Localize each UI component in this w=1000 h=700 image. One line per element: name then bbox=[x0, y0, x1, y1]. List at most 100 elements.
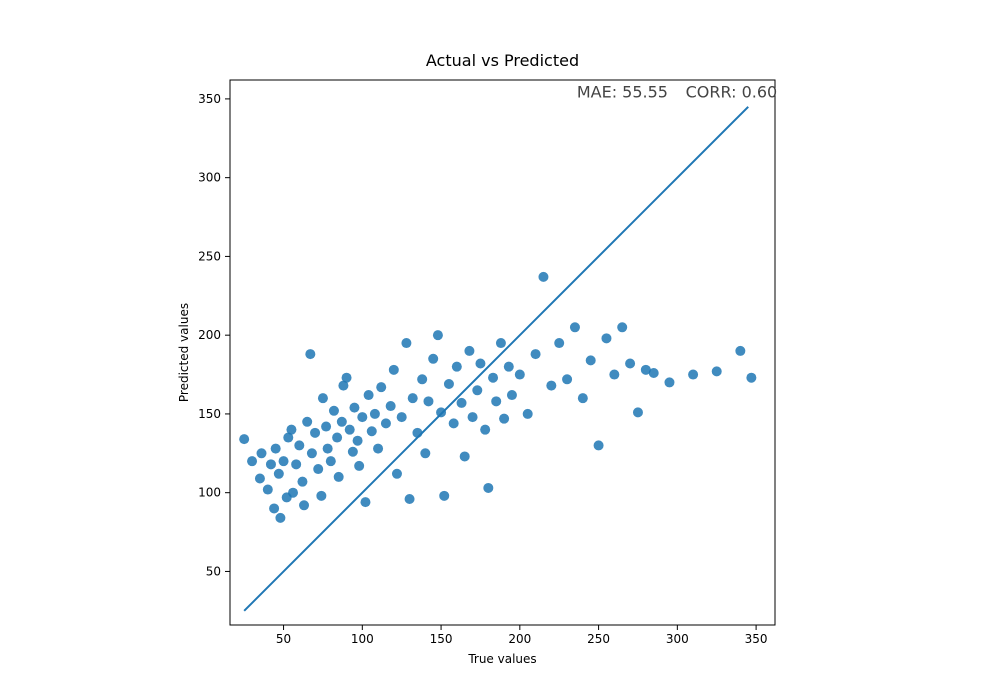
x-tick-label: 50 bbox=[276, 632, 291, 646]
data-point bbox=[428, 354, 438, 364]
data-point bbox=[291, 459, 301, 469]
data-point bbox=[349, 403, 359, 413]
data-point bbox=[307, 448, 317, 458]
data-point bbox=[354, 461, 364, 471]
data-point bbox=[507, 390, 517, 400]
data-point bbox=[288, 488, 298, 498]
chart-container: 5010015020025030035050100150200250300350… bbox=[0, 0, 1000, 700]
data-point bbox=[617, 322, 627, 332]
data-point bbox=[504, 362, 514, 372]
data-point bbox=[370, 409, 380, 419]
data-point bbox=[664, 377, 674, 387]
data-point bbox=[323, 444, 333, 454]
y-tick-label: 150 bbox=[198, 407, 221, 421]
data-point bbox=[305, 349, 315, 359]
x-axis-label: True values bbox=[467, 652, 536, 666]
data-point bbox=[439, 491, 449, 501]
data-point bbox=[483, 483, 493, 493]
data-point bbox=[297, 477, 307, 487]
data-point bbox=[353, 436, 363, 446]
data-point bbox=[397, 412, 407, 422]
data-point bbox=[546, 381, 556, 391]
chart-title: Actual vs Predicted bbox=[426, 51, 579, 70]
data-point bbox=[360, 497, 370, 507]
data-point bbox=[239, 434, 249, 444]
data-point bbox=[367, 426, 377, 436]
data-point bbox=[464, 346, 474, 356]
data-point bbox=[449, 418, 459, 428]
data-point bbox=[601, 333, 611, 343]
data-point bbox=[460, 451, 470, 461]
data-point bbox=[342, 373, 352, 383]
y-tick-label: 350 bbox=[198, 92, 221, 106]
data-point bbox=[401, 338, 411, 348]
data-point bbox=[332, 433, 342, 443]
data-point bbox=[562, 374, 572, 384]
data-point bbox=[381, 418, 391, 428]
data-point bbox=[313, 464, 323, 474]
x-tick-label: 200 bbox=[508, 632, 531, 646]
data-point bbox=[257, 448, 267, 458]
x-tick-label: 300 bbox=[666, 632, 689, 646]
data-point bbox=[609, 370, 619, 380]
data-point bbox=[491, 396, 501, 406]
data-point bbox=[279, 456, 289, 466]
mae-annotation: MAE: 55.55 bbox=[577, 83, 668, 102]
data-point bbox=[472, 385, 482, 395]
data-point bbox=[688, 370, 698, 380]
data-point bbox=[452, 362, 462, 372]
y-tick-label: 250 bbox=[198, 249, 221, 263]
x-tick-label: 250 bbox=[587, 632, 610, 646]
data-point bbox=[316, 491, 326, 501]
data-point bbox=[310, 428, 320, 438]
data-point bbox=[286, 425, 296, 435]
data-point bbox=[499, 414, 509, 424]
data-point bbox=[373, 444, 383, 454]
data-point bbox=[531, 349, 541, 359]
data-point bbox=[263, 485, 273, 495]
data-point bbox=[468, 412, 478, 422]
data-point bbox=[417, 374, 427, 384]
chart-background bbox=[0, 0, 1000, 700]
data-point bbox=[735, 346, 745, 356]
y-axis-label: Predicted values bbox=[177, 303, 191, 402]
data-point bbox=[480, 425, 490, 435]
data-point bbox=[436, 407, 446, 417]
corr-annotation: CORR: 0.60 bbox=[686, 83, 778, 102]
data-point bbox=[247, 456, 257, 466]
data-point bbox=[345, 425, 355, 435]
data-point bbox=[570, 322, 580, 332]
data-point bbox=[299, 500, 309, 510]
data-point bbox=[594, 440, 604, 450]
data-point bbox=[302, 417, 312, 427]
data-point bbox=[348, 447, 358, 457]
data-point bbox=[405, 494, 415, 504]
y-tick-label: 200 bbox=[198, 328, 221, 342]
data-point bbox=[386, 401, 396, 411]
data-point bbox=[420, 448, 430, 458]
scatter-chart: 5010015020025030035050100150200250300350… bbox=[0, 0, 1000, 700]
data-point bbox=[444, 379, 454, 389]
data-point bbox=[554, 338, 564, 348]
data-point bbox=[746, 373, 756, 383]
data-point bbox=[523, 409, 533, 419]
data-point bbox=[586, 355, 596, 365]
data-point bbox=[271, 444, 281, 454]
y-tick-label: 300 bbox=[198, 171, 221, 185]
data-point bbox=[408, 393, 418, 403]
data-point bbox=[488, 373, 498, 383]
x-tick-label: 350 bbox=[745, 632, 768, 646]
data-point bbox=[496, 338, 506, 348]
data-point bbox=[433, 330, 443, 340]
data-point bbox=[633, 407, 643, 417]
data-point bbox=[321, 422, 331, 432]
data-point bbox=[578, 393, 588, 403]
data-point bbox=[329, 406, 339, 416]
data-point bbox=[457, 398, 467, 408]
data-point bbox=[334, 472, 344, 482]
data-point bbox=[712, 366, 722, 376]
data-point bbox=[625, 359, 635, 369]
data-point bbox=[515, 370, 525, 380]
data-point bbox=[294, 440, 304, 450]
data-point bbox=[275, 513, 285, 523]
